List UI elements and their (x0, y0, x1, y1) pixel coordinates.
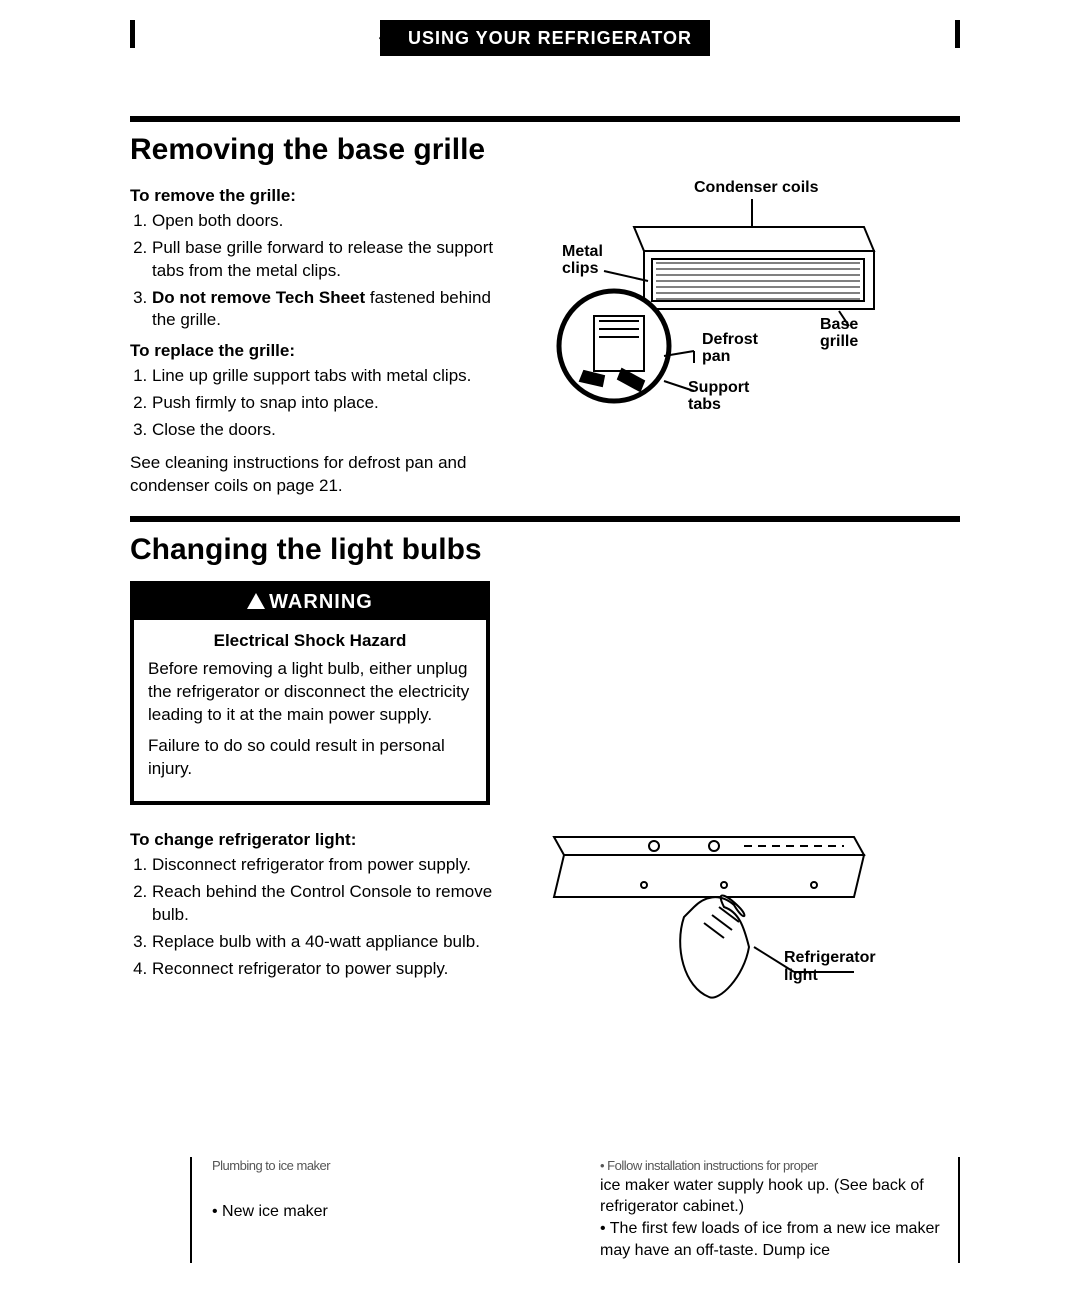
label-line: tabs (688, 396, 721, 413)
change-step: Reach behind the Control Console to remo… (152, 881, 514, 927)
frag-right-line: ice maker water supply hook up. (See bac… (600, 1175, 948, 1218)
light-diagram: Refrigerator light (544, 827, 874, 1027)
section2-diagram-col: Refrigerator light (544, 821, 960, 1027)
remove-head: To remove the grille: (130, 185, 514, 208)
frag-right-item: The first few loads of ice from a new ic… (600, 1218, 948, 1261)
remove-step: Pull base grille forward to release the … (152, 237, 514, 283)
page-header: USING YOUR REFRIGERATOR (130, 20, 960, 56)
hazard-p2: Failure to do so could result in persona… (148, 735, 472, 781)
label-line: Support (688, 379, 749, 396)
section1-note: See cleaning instructions for defrost pa… (130, 452, 514, 498)
frag-text: Follow installation instructions for pro… (607, 1158, 817, 1173)
section2-title: Changing the light bulbs (130, 530, 960, 571)
section2-body: To change refrigerator light: Disconnect… (130, 821, 960, 1027)
replace-step: Line up grille support tabs with metal c… (152, 365, 514, 388)
label-defrost-pan: Defrost pan (702, 331, 758, 366)
label-line: grille (820, 333, 858, 350)
label-line: Refrigerator (784, 949, 876, 966)
frag-right-cutoff: • Follow installation instructions for p… (600, 1157, 948, 1175)
label-base-grille: Base grille (820, 316, 858, 351)
warning-box: WARNING Electrical Shock Hazard Before r… (130, 581, 490, 806)
remove-steps: Open both doors. Pull base grille forwar… (130, 210, 514, 333)
warning-header: WARNING (134, 585, 486, 620)
header-banner-text: USING YOUR REFRIGERATOR (408, 28, 692, 48)
section1-title: Removing the base grille (130, 130, 960, 171)
replace-step: Close the doors. (152, 419, 514, 442)
change-step: Replace bulb with a 40-watt appliance bu… (152, 931, 514, 954)
frag-left-cutoff: Plumbing to ice maker (212, 1157, 560, 1175)
label-line: Base (820, 316, 858, 333)
label-condenser: Condenser coils (694, 179, 818, 197)
hazard-title: Electrical Shock Hazard (148, 630, 472, 653)
divider-1 (130, 116, 960, 122)
label-line: Defrost (702, 331, 758, 348)
change-head: To change refrigerator light: (130, 829, 514, 852)
remove-step-bold: Do not remove Tech Sheet (152, 288, 365, 307)
label-refrigerator-light: Refrigerator light (784, 949, 876, 984)
remove-step: Do not remove Tech Sheet fastened behind… (152, 287, 514, 333)
header-tick-right (955, 20, 960, 48)
replace-step: Push firmly to snap into place. (152, 392, 514, 415)
remove-step: Open both doors. (152, 210, 514, 233)
label-line: clips (562, 260, 598, 277)
label-line: Metal (562, 243, 603, 260)
frag-left-item: New ice maker (212, 1201, 560, 1223)
warning-body: Electrical Shock Hazard Before removing … (134, 620, 486, 802)
base-grille-diagram: Condenser coils Metal clips Base grille … (544, 181, 884, 431)
change-steps: Disconnect refrigerator from power suppl… (130, 854, 514, 981)
change-step: Reconnect refrigerator to power supply. (152, 958, 514, 981)
section1-diagram-col: Condenser coils Metal clips Base grille … (544, 177, 960, 498)
frag-left: Plumbing to ice maker New ice maker (190, 1157, 560, 1263)
replace-steps: Line up grille support tabs with metal c… (130, 365, 514, 442)
warning-header-text: WARNING (269, 591, 373, 613)
section2-text-col: To change refrigerator light: Disconnect… (130, 821, 514, 1027)
change-step: Disconnect refrigerator from power suppl… (152, 854, 514, 877)
section1-body: To remove the grille: Open both doors. P… (130, 177, 960, 498)
replace-head: To replace the grille: (130, 340, 514, 363)
label-line: light (784, 967, 818, 984)
label-line: pan (702, 348, 730, 365)
bottom-fragment: Plumbing to ice maker New ice maker • Fo… (130, 1157, 960, 1263)
section1-text-col: To remove the grille: Open both doors. P… (130, 177, 514, 498)
hazard-p1: Before removing a light bulb, either unp… (148, 658, 472, 727)
warning-triangle-icon (247, 593, 265, 609)
label-support-tabs: Support tabs (688, 379, 749, 414)
header-tick-left (130, 20, 135, 48)
divider-2 (130, 516, 960, 522)
frag-right: • Follow installation instructions for p… (600, 1157, 960, 1263)
header-banner: USING YOUR REFRIGERATOR (380, 20, 710, 56)
diagram2-svg (544, 827, 874, 1027)
label-metal-clips: Metal clips (562, 243, 603, 278)
